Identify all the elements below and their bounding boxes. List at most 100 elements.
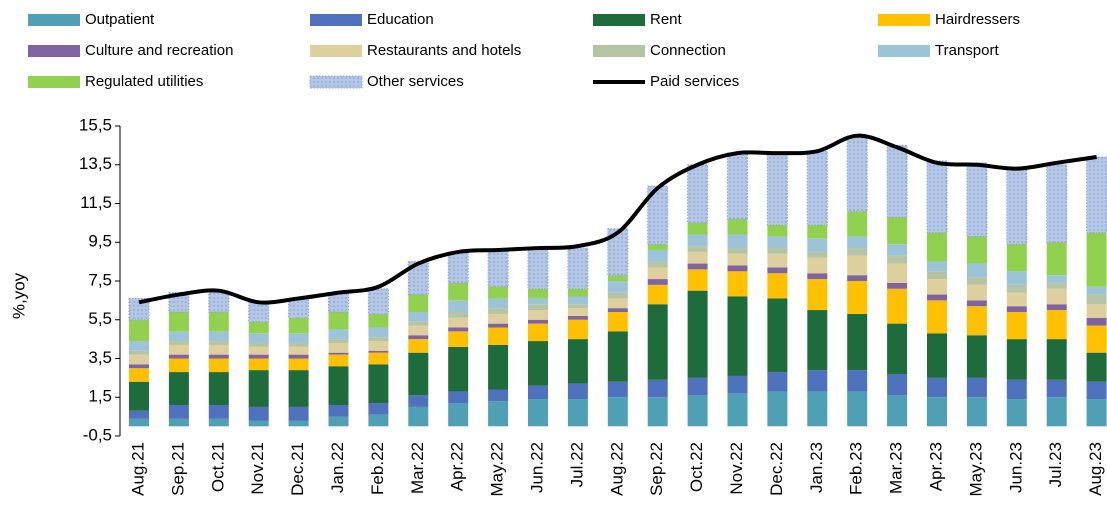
bar-segment (288, 346, 309, 355)
bar-segment (1006, 399, 1027, 427)
bar-segment (887, 282, 908, 289)
legend-label: Education (367, 11, 434, 28)
bar-segment (408, 294, 429, 312)
bar-segment (647, 397, 668, 427)
bar-segment (129, 418, 149, 427)
bar-segment (766, 152, 788, 226)
legend-swatch (28, 45, 80, 57)
bar-segment (567, 296, 588, 305)
bar-segment (847, 391, 868, 427)
bar-segment (448, 282, 469, 301)
bar-segment (687, 377, 708, 396)
bar-segment (208, 344, 229, 355)
bar-segment (328, 312, 349, 330)
bar-segment (1086, 381, 1107, 400)
bar-segment (208, 331, 229, 342)
x-tick-label: Jul.22 (567, 442, 586, 487)
bar-segment (129, 381, 149, 411)
x-tick-label: Nov.21 (248, 442, 267, 495)
bar-segment (129, 350, 149, 355)
bar-segment (528, 298, 548, 305)
bar-segment (807, 257, 828, 274)
bar-segment (966, 300, 987, 307)
bar-segment (807, 370, 828, 392)
bar-segment (1006, 339, 1027, 380)
x-tick-label: Dec.21 (288, 442, 307, 496)
bar-segment (607, 331, 628, 382)
bar-segment (448, 317, 469, 328)
bar-segment (168, 344, 189, 355)
legend-label: Hairdressers (935, 11, 1020, 28)
bar-segment (1006, 312, 1027, 340)
bar-segment (567, 315, 588, 320)
legend-label: Outpatient (85, 11, 155, 28)
bar-segment (647, 284, 668, 305)
y-tick-label: 3,5 (88, 348, 112, 367)
bar-segment (727, 375, 748, 394)
bar-segment (528, 341, 548, 386)
x-tick-label: Mar.23 (887, 442, 906, 494)
bar-segment (1086, 294, 1107, 305)
bar-segment (847, 211, 868, 237)
bar-segment (1046, 304, 1067, 311)
bar-segment (408, 352, 429, 396)
bar-segment (647, 304, 668, 380)
bar-segment (168, 331, 189, 342)
bar-segment (528, 323, 548, 342)
bar-segment (767, 236, 788, 249)
bar-segment (687, 269, 708, 291)
bar-segment (208, 372, 229, 405)
bar-segment (607, 298, 628, 309)
bar-segment (367, 288, 389, 315)
x-tick-label: Mar.22 (408, 442, 427, 494)
bar-segment (368, 352, 389, 365)
bar-segment (966, 236, 987, 264)
bar-segment (887, 374, 908, 396)
bar-segment (847, 236, 868, 249)
bar-segment (1046, 339, 1067, 380)
x-tick-label: Aug.23 (1086, 442, 1105, 496)
bar-segment (847, 370, 868, 392)
bar-segment (328, 352, 349, 355)
legend-label: Regulated utilities (85, 73, 203, 90)
bar-segment (927, 300, 947, 334)
bar-segment (1006, 271, 1027, 285)
bar-segment (408, 335, 429, 340)
x-tick-label: Oct.21 (208, 442, 227, 492)
legend-label: Other services (367, 73, 464, 90)
bar-segment (687, 164, 709, 224)
legend-swatch (593, 14, 645, 26)
bar-segment (129, 341, 149, 351)
bar-segment (647, 250, 668, 262)
bar-segment (208, 358, 229, 373)
legend-label: Culture and recreation (85, 42, 233, 59)
bar-segment (1086, 156, 1107, 234)
x-tick-label: Jan.22 (328, 442, 347, 493)
bar-segment (687, 263, 708, 270)
bar-segment (129, 319, 149, 342)
bar-segment (927, 232, 947, 262)
bar-segment (288, 406, 309, 421)
bar-segment (1046, 379, 1067, 398)
bar-segment (528, 304, 548, 311)
bar-segment (727, 271, 748, 297)
bar-segment (248, 358, 269, 371)
legend-swatch (878, 14, 930, 26)
bar-segment (567, 308, 588, 316)
bar-segment (288, 317, 309, 334)
bar-segment (727, 265, 748, 272)
bar-segment (447, 251, 469, 284)
bar-segment (448, 331, 469, 347)
y-tick-label: 1,5 (88, 387, 112, 406)
bar-segment (887, 263, 908, 283)
bar-segment (168, 312, 189, 332)
bar-segment (807, 391, 828, 427)
bar-segment (647, 261, 668, 268)
bar-segment (408, 339, 429, 353)
x-tick-label: May.23 (966, 442, 985, 497)
legend-swatch (309, 75, 363, 89)
bar-segment (567, 383, 588, 400)
y-tick-label: 13,5 (79, 154, 112, 173)
bar-segment (607, 275, 628, 281)
y-axis-label: %,yoy (9, 272, 28, 319)
